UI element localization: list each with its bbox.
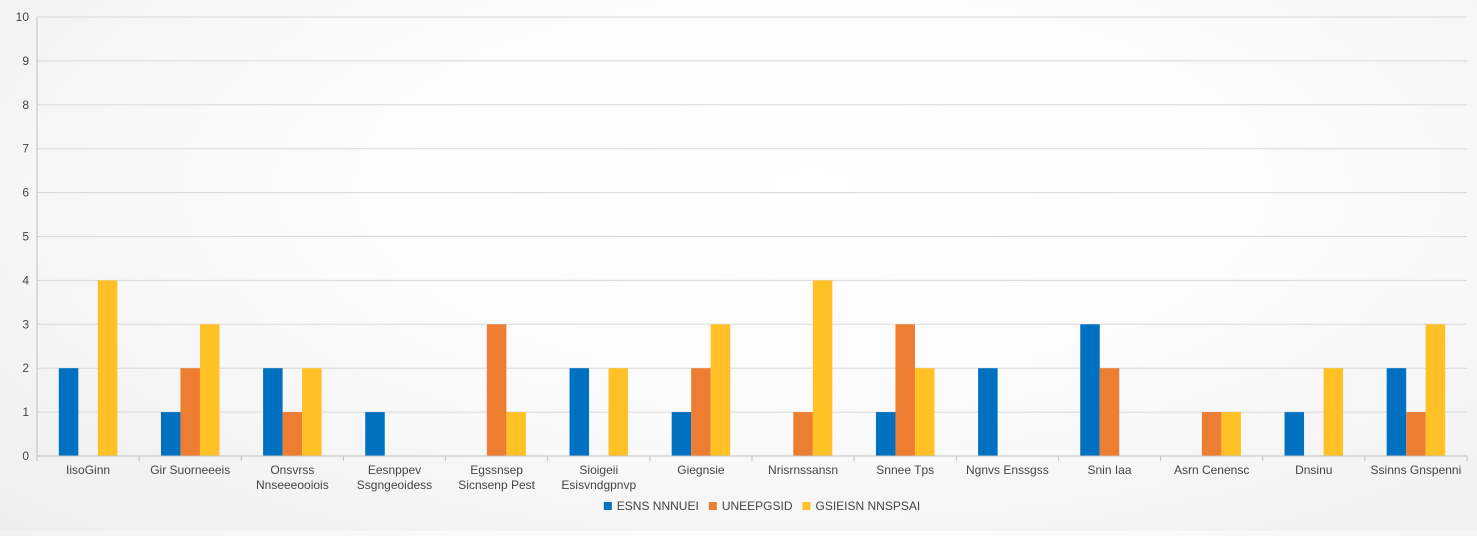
gridlines — [37, 16, 1467, 457]
y-tick-label: 6 — [22, 186, 29, 200]
bar — [875, 412, 896, 456]
series-1 — [58, 324, 1407, 456]
x-tick-label-line: Eesnppev — [368, 463, 421, 477]
x-tick-label-line: Onsvrss — [270, 463, 314, 477]
bar — [608, 368, 629, 456]
y-tick-label: 3 — [22, 317, 29, 331]
x-tick-label-line: Nrisrnssansn — [768, 463, 838, 477]
y-tick-label: 1 — [22, 405, 29, 419]
x-tick-label: Asrn Cenensc — [1174, 463, 1249, 477]
x-tick-label-line: Egssnsep — [470, 463, 523, 477]
x-tick-label-line: Ngnvs Enssgss — [966, 463, 1049, 477]
y-axis: 0 1 2 3 4 5 6 7 8 9 10 — [16, 10, 38, 463]
legend-label: UNEEPGSID — [722, 499, 793, 513]
bar — [160, 412, 181, 456]
x-tick-label: Ngnvs Enssgss — [966, 463, 1049, 477]
x-tick-label-line: Ssgngeoidess — [357, 478, 432, 492]
x-axis: IisoGinn Gir Suorneeeis Onsvrss Nnseeeooioi… — [36, 455, 1468, 492]
y-tick-label: 7 — [22, 142, 29, 156]
bar — [671, 412, 692, 456]
bar — [1221, 412, 1241, 456]
bar — [1080, 324, 1100, 456]
x-tick-label: Snnee Tps — [876, 463, 934, 477]
bar — [710, 324, 731, 456]
x-tick-label-line: Ssinns Gnspenni — [1371, 463, 1462, 477]
bar — [263, 368, 283, 456]
bar — [1406, 412, 1426, 456]
series-3 — [97, 280, 1446, 456]
x-tick-label-line: IisoGinn — [66, 463, 110, 477]
legend-swatch — [708, 502, 717, 510]
legend-label: GSIEISN NNSPSAI — [816, 499, 921, 513]
x-tick-label-line: Esisvndgpnvp — [561, 478, 636, 492]
bar — [97, 280, 118, 456]
y-tick-label: 10 — [16, 10, 30, 24]
x-tick-label: Ssinns Gnspenni — [1371, 463, 1462, 477]
bar — [1386, 368, 1407, 456]
x-tick-label-line: Gir Suorneeeis — [150, 463, 230, 477]
y-tick-label: 8 — [22, 98, 29, 112]
bars — [58, 280, 1446, 456]
series-2 — [180, 324, 1426, 456]
legend-item: GSIEISN NNSPSAI — [802, 499, 921, 513]
bar — [812, 280, 833, 456]
x-tick-label: Egssnsep Sicnsenp Pest — [458, 463, 535, 492]
legend-item: ESNS NNNUEI — [603, 499, 699, 513]
bar — [486, 324, 507, 456]
x-tick-label: Eesnppev Ssgngeoidess — [357, 463, 432, 492]
y-tick-label: 0 — [22, 449, 29, 463]
bar — [365, 412, 385, 456]
x-tick-label-line: Giegnsie — [677, 463, 725, 477]
y-tick-label: 5 — [22, 230, 29, 244]
x-tick-label: Giegnsie — [677, 463, 725, 477]
x-tick-label: Sioigeii Esisvndgpnvp — [561, 463, 636, 492]
bar — [282, 412, 303, 456]
bar — [691, 368, 711, 456]
y-tick-label: 4 — [22, 273, 29, 287]
legend-swatch — [603, 502, 612, 510]
x-tick-label-line: Snnee Tps — [876, 463, 934, 477]
x-tick-label: Gir Suorneeeis — [150, 463, 230, 477]
bar — [180, 368, 200, 456]
x-tick-label-line: Sicnsenp Pest — [458, 478, 535, 492]
x-tick-label: IisoGinn — [66, 463, 110, 477]
x-tick-label-line: Snin Iaa — [1087, 463, 1131, 477]
legend-label: ESNS NNNUEI — [617, 499, 699, 513]
bar — [1201, 412, 1222, 456]
x-tick-label-line: Nnseeeooiois — [256, 478, 329, 492]
bar — [199, 324, 220, 456]
bar — [1425, 324, 1446, 456]
bar — [895, 324, 915, 456]
x-tick-label: Nrisrnssansn — [768, 463, 838, 477]
bar — [1284, 412, 1305, 456]
bar — [569, 368, 590, 456]
x-tick-label-line: Asrn Cenensc — [1174, 463, 1249, 477]
bar — [506, 412, 526, 456]
legend-item: UNEEPGSID — [708, 499, 793, 513]
y-tick-label: 2 — [22, 361, 29, 375]
bar — [914, 368, 935, 456]
bar — [1099, 368, 1120, 456]
x-tick-label-line: Dnsinu — [1295, 463, 1332, 477]
bar — [793, 412, 813, 456]
x-tick-label: Onsvrss Nnseeeooiois — [256, 463, 329, 492]
legend: ESNS NNNUEI UNEEPGSID GSIEISN NNSPSAI — [603, 499, 921, 513]
y-tick-label: 9 — [22, 54, 29, 68]
bar — [978, 368, 998, 456]
x-tick-label-line: Sioigeii — [579, 463, 618, 477]
bar — [58, 368, 79, 456]
bar — [1323, 368, 1344, 456]
legend-swatch — [802, 502, 811, 510]
x-tick-label: Dnsinu — [1295, 463, 1332, 477]
x-tick-label: Snin Iaa — [1087, 463, 1131, 477]
bar — [302, 368, 322, 456]
